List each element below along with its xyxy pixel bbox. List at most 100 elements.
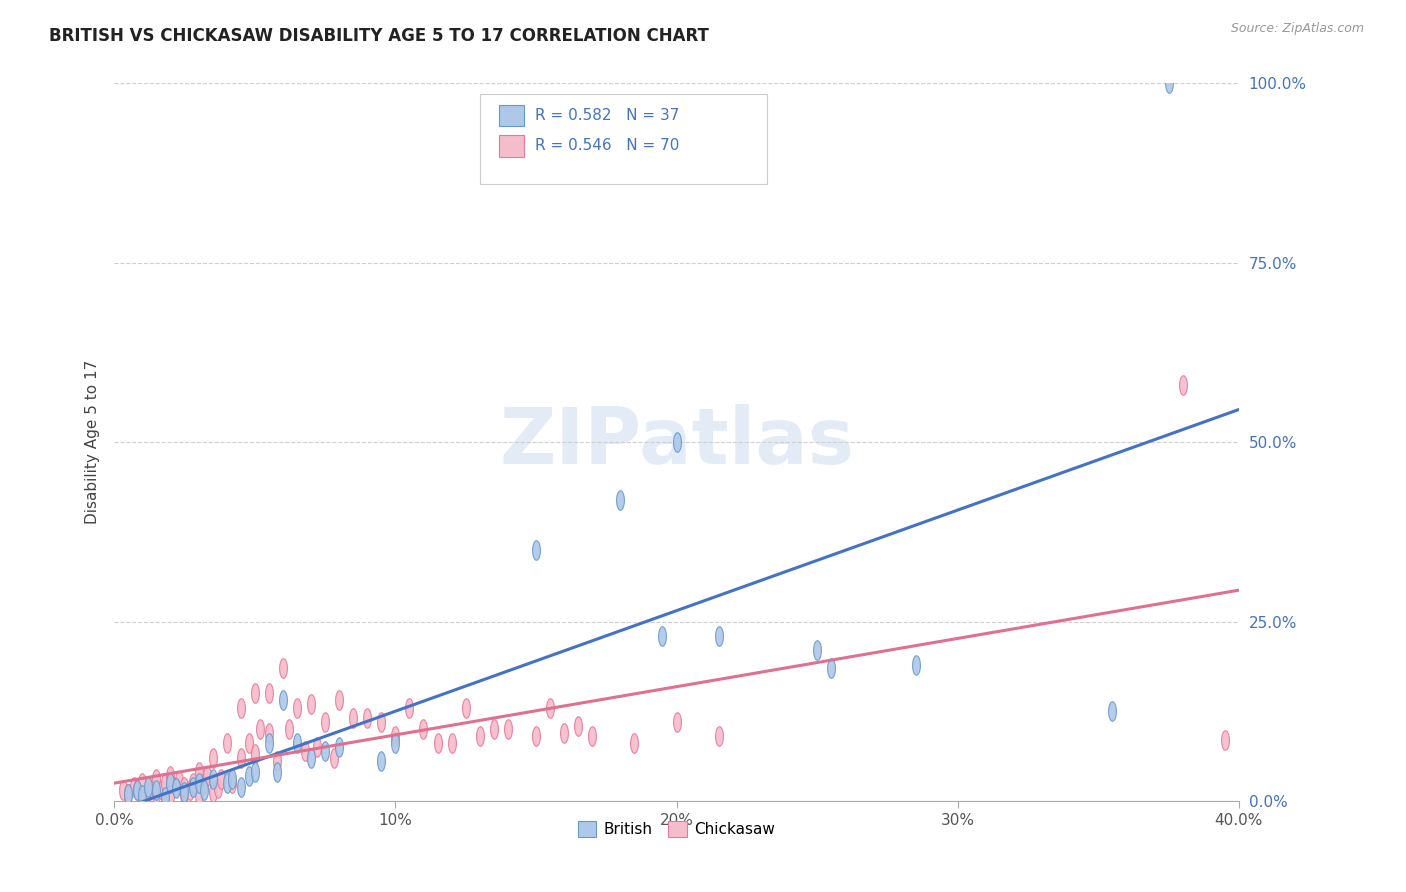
Point	[538, 700, 561, 714]
Point	[150, 783, 173, 797]
Point	[342, 711, 364, 725]
Point	[249, 722, 271, 736]
Point	[398, 700, 420, 714]
Point	[651, 629, 673, 643]
Point	[111, 783, 134, 797]
Point	[806, 643, 828, 657]
Point	[266, 765, 288, 780]
Point	[314, 744, 336, 758]
Point	[257, 737, 280, 751]
Point	[145, 783, 167, 797]
FancyBboxPatch shape	[499, 135, 523, 157]
Point	[1171, 377, 1194, 392]
Point	[322, 751, 344, 765]
Text: BRITISH VS CHICKASAW DISABILITY AGE 5 TO 17 CORRELATION CHART: BRITISH VS CHICKASAW DISABILITY AGE 5 TO…	[49, 27, 709, 45]
Point	[299, 751, 322, 765]
Point	[524, 729, 547, 743]
Point	[209, 772, 232, 787]
Point	[328, 693, 350, 707]
Text: Source: ZipAtlas.com: Source: ZipAtlas.com	[1230, 22, 1364, 36]
Point	[553, 725, 575, 739]
Point	[173, 785, 195, 799]
Point	[131, 788, 153, 802]
Point	[221, 772, 243, 787]
Point	[243, 747, 266, 762]
Point	[384, 729, 406, 743]
Point	[187, 776, 209, 790]
Point	[201, 785, 224, 799]
Point	[131, 788, 153, 802]
Point	[165, 780, 187, 795]
Point	[159, 769, 181, 783]
Point	[181, 776, 204, 790]
Point	[820, 661, 842, 675]
Point	[193, 783, 215, 797]
Point	[294, 744, 316, 758]
Point	[271, 693, 294, 707]
Point	[665, 435, 688, 450]
Point	[370, 714, 392, 729]
Point	[201, 772, 224, 787]
Text: R = 0.546   N = 70: R = 0.546 N = 70	[534, 138, 679, 153]
FancyBboxPatch shape	[479, 95, 766, 184]
Point	[243, 765, 266, 780]
Point	[131, 776, 153, 790]
Point	[271, 661, 294, 675]
Point	[440, 737, 463, 751]
Point	[136, 780, 159, 794]
Point	[299, 697, 322, 711]
Point	[305, 740, 328, 755]
Point	[167, 773, 190, 788]
Point	[285, 737, 308, 751]
Point	[524, 542, 547, 557]
Point	[187, 765, 209, 780]
Y-axis label: Disability Age 5 to 17: Disability Age 5 to 17	[86, 360, 100, 524]
Point	[159, 776, 181, 790]
Text: R = 0.582   N = 37: R = 0.582 N = 37	[534, 108, 679, 123]
Point	[454, 700, 477, 714]
Point	[215, 737, 238, 751]
Point	[165, 780, 187, 794]
Point	[145, 787, 167, 801]
Point	[201, 751, 224, 765]
Point	[482, 722, 505, 736]
Point	[229, 780, 252, 794]
Point	[1213, 732, 1236, 747]
Point	[145, 772, 167, 787]
Point	[1157, 77, 1180, 91]
Point	[496, 722, 519, 736]
Point	[193, 776, 215, 790]
Point	[229, 751, 252, 765]
Point	[468, 729, 491, 743]
Point	[314, 714, 336, 729]
Point	[243, 686, 266, 700]
Point	[117, 787, 139, 801]
Point	[117, 787, 139, 801]
Point	[581, 729, 603, 743]
Point	[567, 718, 589, 732]
Point	[257, 725, 280, 739]
Point	[623, 737, 645, 751]
Point	[153, 776, 176, 790]
Point	[215, 776, 238, 790]
Legend: British, Chickasaw: British, Chickasaw	[572, 815, 782, 844]
Point	[328, 740, 350, 755]
Point	[285, 700, 308, 714]
Point	[370, 755, 392, 769]
Point	[207, 780, 229, 795]
Point	[238, 737, 260, 751]
Point	[356, 711, 378, 725]
Point	[1101, 704, 1123, 718]
Point	[707, 629, 730, 643]
Point	[609, 492, 631, 507]
FancyBboxPatch shape	[499, 105, 523, 127]
Point	[139, 780, 162, 794]
Point	[179, 783, 201, 797]
Point	[136, 785, 159, 799]
Point	[277, 722, 299, 736]
Point	[187, 788, 209, 802]
Point	[257, 686, 280, 700]
Point	[122, 780, 145, 794]
Point	[412, 722, 434, 736]
Point	[238, 769, 260, 783]
